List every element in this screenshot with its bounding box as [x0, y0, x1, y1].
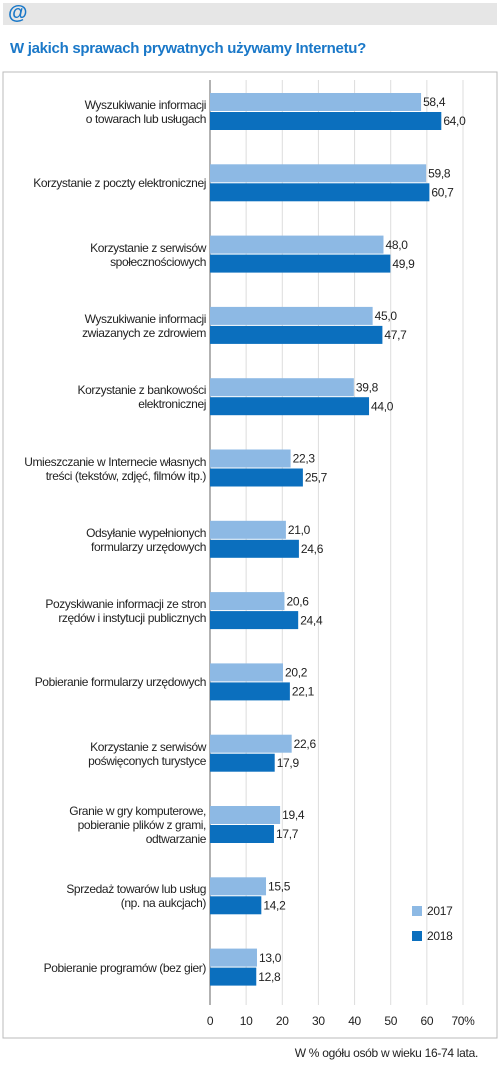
value-label: 24,6	[301, 542, 324, 556]
value-label: 59,8	[428, 166, 451, 180]
note: W % ogółu osób w wieku 16-74 lata.	[294, 1046, 479, 1060]
value-label: 49,9	[392, 257, 415, 271]
legend-swatch	[412, 931, 422, 941]
value-label: 47,7	[384, 328, 407, 342]
bar	[210, 753, 275, 772]
bar	[210, 877, 267, 896]
bar	[210, 592, 285, 611]
bar	[210, 235, 384, 254]
value-label: 39,8	[356, 380, 379, 394]
value-label: 13,0	[259, 951, 282, 965]
category-label: Granie w gry komputerowe, pobieranie pli…	[69, 804, 206, 846]
bar	[210, 663, 284, 682]
value-label: 22,1	[292, 685, 315, 699]
category-label: Pobieranie programów (bez gier)	[43, 960, 207, 975]
category-label: Sprzedaż towarów lub usług (np. na aukcj…	[66, 882, 206, 911]
bar	[210, 325, 383, 344]
bar	[210, 378, 354, 397]
chart-frame	[2, 71, 498, 1039]
x-tick-label: 60	[420, 1014, 433, 1028]
category-label: Korzystanie z serwisów poświęconych tury…	[88, 739, 206, 768]
category-label: Odsyłanie wypełnionych formularzy urzędo…	[86, 525, 206, 554]
value-label: 48,0	[385, 238, 408, 252]
bar	[210, 183, 430, 202]
value-label: 22,3	[293, 452, 316, 466]
value-label: 20,2	[285, 666, 308, 680]
bar	[210, 539, 299, 558]
bar	[210, 825, 274, 843]
chart-title: W jakich sprawach prywatnych używamy Int…	[10, 40, 367, 57]
x-tick-label: 70%	[451, 1014, 475, 1028]
x-tick-label: 30	[312, 1014, 325, 1028]
x-tick-label: 20	[276, 1014, 289, 1028]
header-bar	[3, 3, 497, 25]
value-label: 64,0	[443, 114, 466, 128]
value-label: 20,6	[286, 594, 309, 608]
category-label: Pobieranie formularzy urzędowych	[34, 675, 207, 690]
bar	[210, 164, 427, 183]
value-label: 12,8	[258, 970, 281, 984]
value-label: 15,5	[268, 879, 291, 893]
legend-label: 2018	[427, 929, 453, 943]
bar	[210, 468, 303, 487]
value-label: 45,0	[375, 309, 398, 323]
category-label: Korzystanie z poczty elektronicznej	[33, 176, 206, 191]
bar	[210, 449, 291, 468]
value-label: 60,7	[431, 185, 454, 199]
bar	[210, 93, 422, 111]
value-label: 22,6	[294, 737, 317, 751]
bar	[210, 112, 442, 130]
bar	[210, 306, 373, 325]
category-label: Wyszukiwanie informacji o towarach lub u…	[84, 98, 207, 126]
bar	[210, 397, 370, 416]
legend-swatch	[412, 906, 422, 916]
category-label: Umieszczanie w Internecie własnych treśc…	[24, 454, 206, 483]
legend-label: 2017	[427, 904, 453, 918]
category-label: Pozyskiwanie informacji ze stron rzędów …	[45, 597, 206, 626]
x-tick-label: 10	[240, 1014, 253, 1028]
x-tick-label: 40	[348, 1014, 361, 1028]
bar	[210, 520, 286, 539]
bar	[210, 806, 281, 824]
category-label: Korzystanie z bankowości elektronicznej	[77, 383, 207, 412]
header-icon: @	[8, 2, 28, 24]
value-label: 24,4	[300, 613, 323, 627]
value-label: 44,0	[371, 399, 394, 413]
bar	[210, 734, 292, 753]
value-label: 14,2	[263, 898, 286, 912]
bar	[210, 896, 262, 915]
bar	[210, 254, 391, 273]
value-label: 17,7	[276, 827, 299, 841]
value-label: 17,9	[277, 756, 300, 770]
category-label: Wyszukiwanie informacji zwiazanych ze zd…	[82, 311, 206, 340]
x-tick-label: 0	[207, 1014, 214, 1028]
x-tick-label: 50	[384, 1014, 397, 1028]
value-label: 25,7	[305, 471, 328, 485]
value-label: 21,0	[288, 523, 311, 537]
category-label: Korzystanie z serwisów społecznościowych	[90, 240, 206, 269]
bar	[210, 682, 290, 701]
bar	[210, 948, 257, 967]
bar	[210, 967, 257, 986]
bar	[210, 611, 299, 630]
value-label: 19,4	[282, 808, 305, 822]
value-label: 58,4	[423, 95, 446, 109]
